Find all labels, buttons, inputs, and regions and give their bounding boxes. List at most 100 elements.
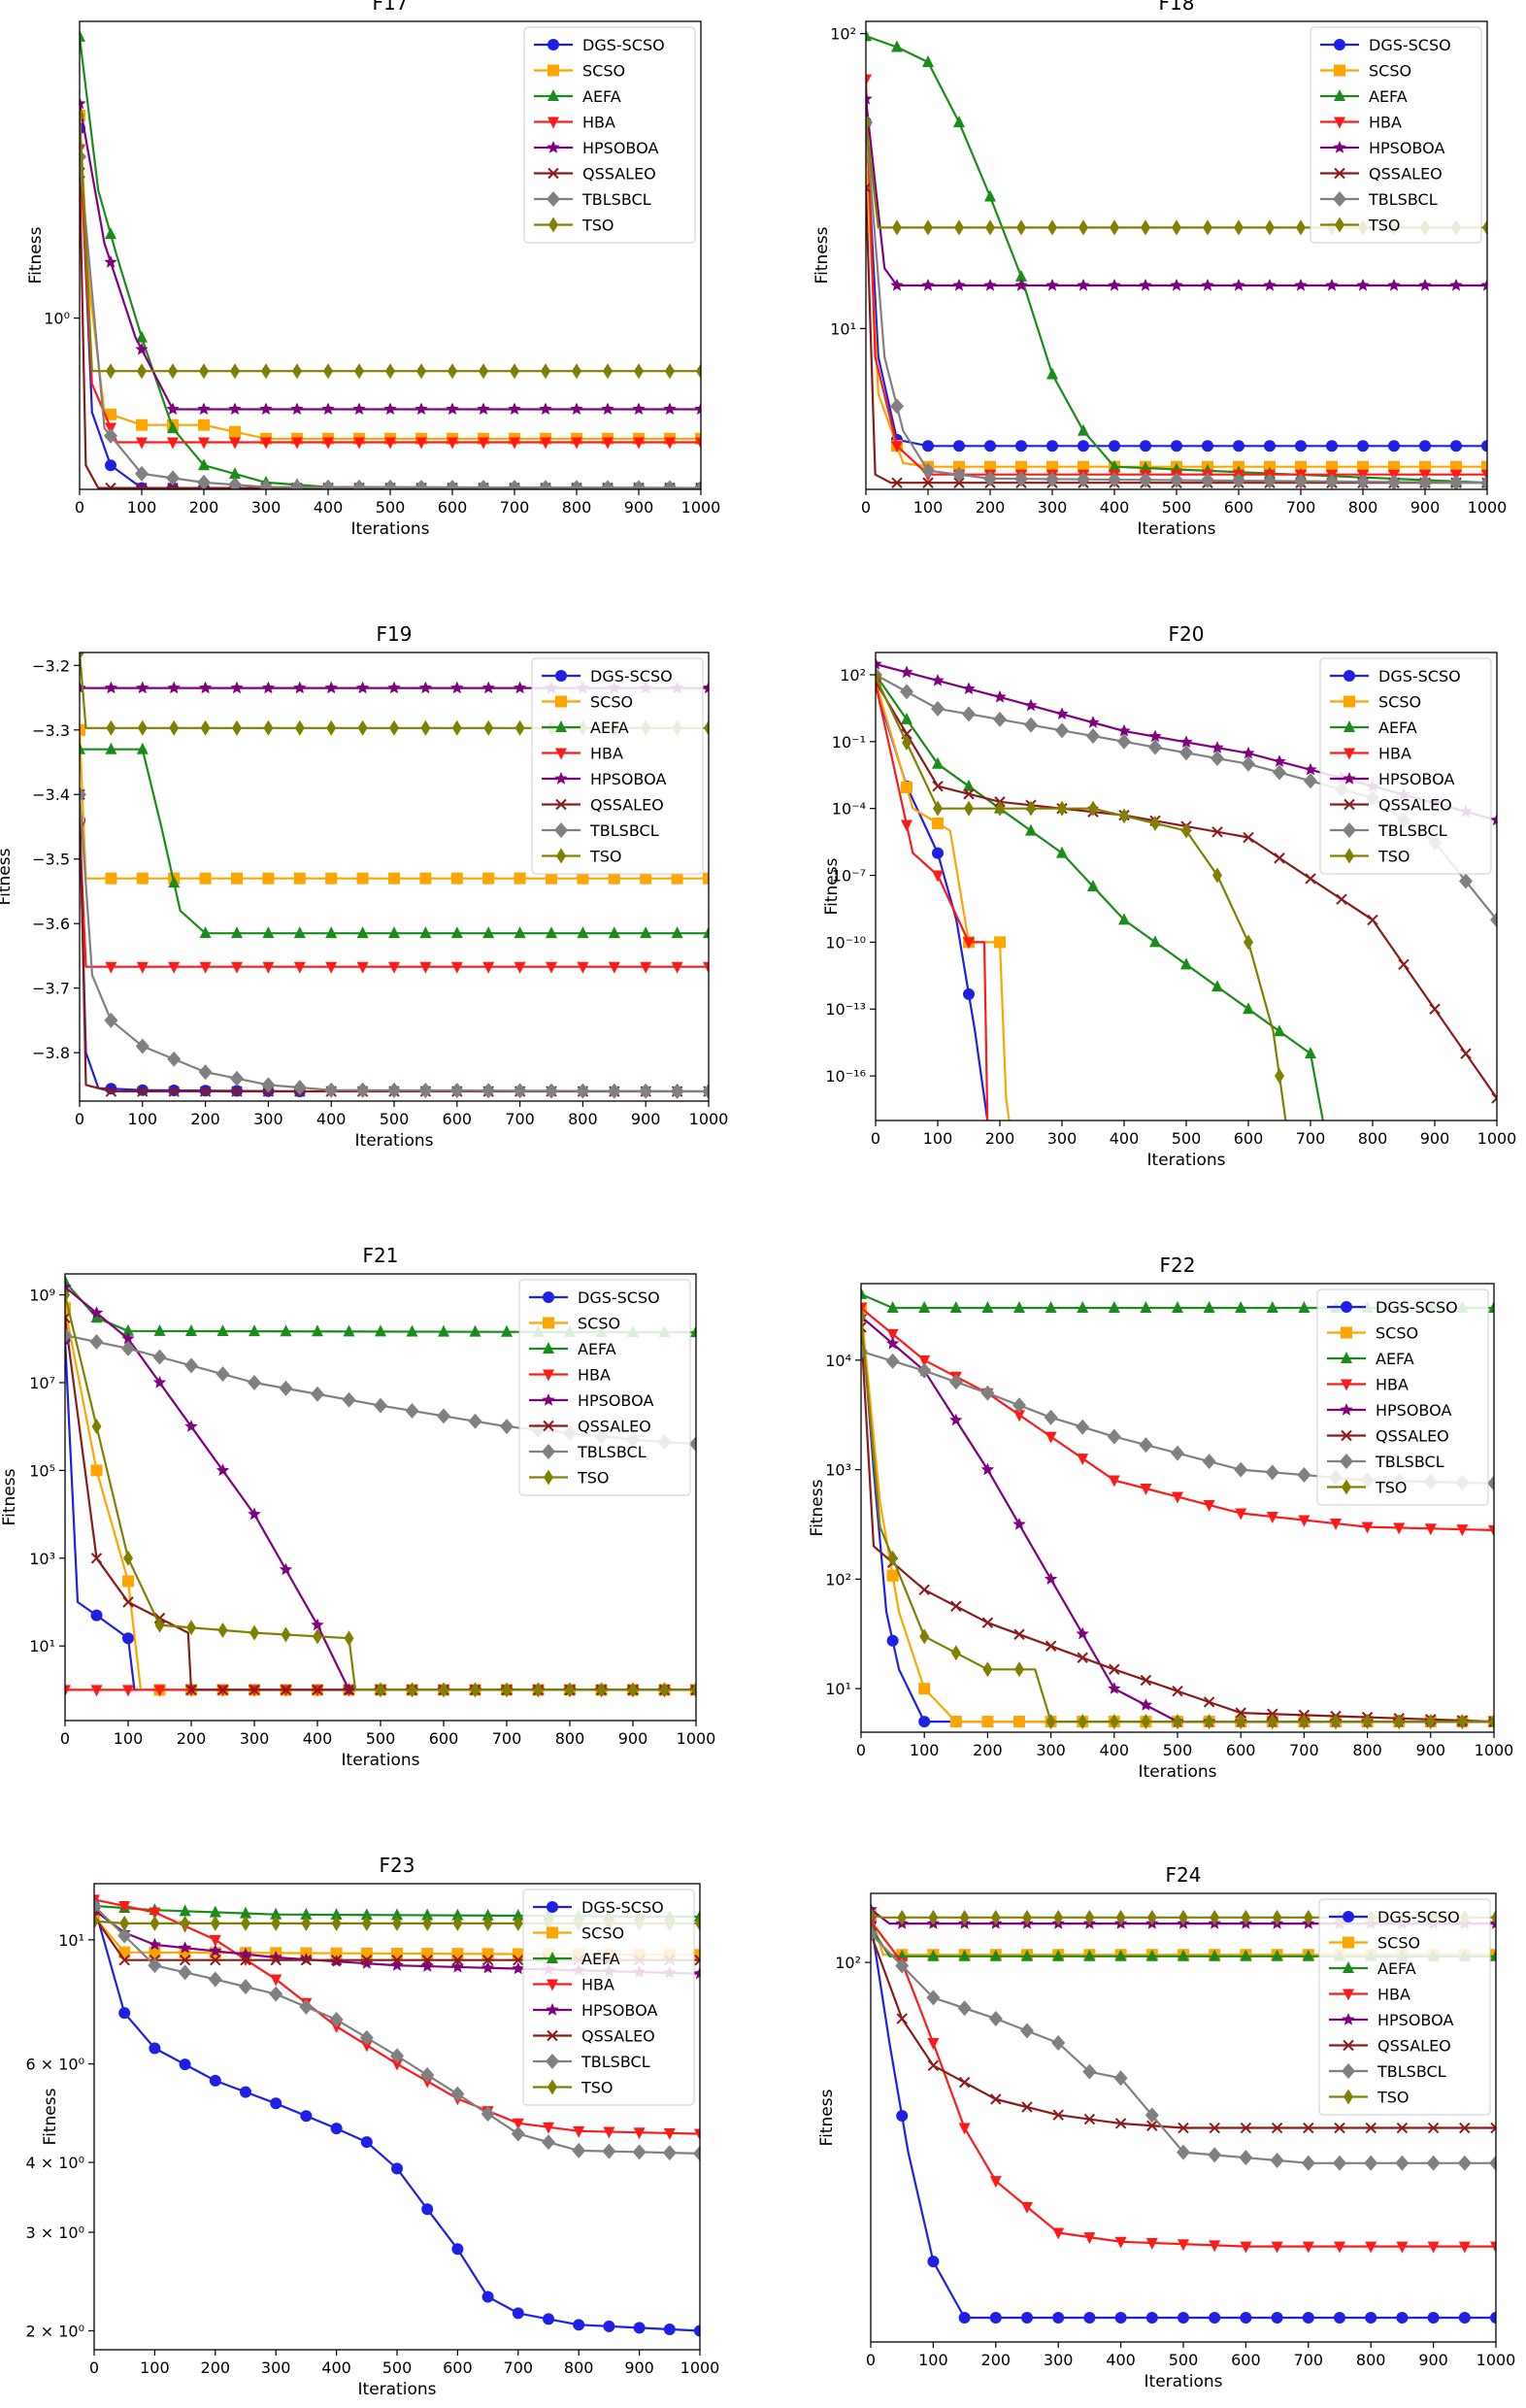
data-point-hba [260,437,272,450]
data-point-tblsbcl [900,684,913,700]
data-point-tblsbcl [1489,2155,1496,2171]
data-point-aefa [249,1324,260,1337]
data-point-aefa [1015,269,1027,282]
x-tick-label: 800 [555,1729,585,1748]
data-point-tblsbcl [446,480,459,489]
series-hba [80,144,701,450]
data-point-hpsoboa [450,681,464,694]
data-point-hba [209,1934,221,1947]
legend-item-qssaleo: QSSALEO [529,1418,651,1436]
legend-item-tso: TSO [1327,1479,1408,1497]
data-point-tso [119,1915,130,1931]
data-point-qssaleo [1203,1696,1215,1708]
legend-marker-hba [555,748,567,760]
data-point-dgs-scso [1481,440,1487,452]
data-point-hba [322,437,334,450]
legend-marker-scso [555,695,567,708]
data-point-tso [982,1661,993,1678]
data-point-scso [608,872,620,885]
data-point-hba [262,961,275,974]
data-point-tblsbcl [572,2142,586,2158]
data-point-hpsoboa [104,681,118,694]
data-point-hba [603,2126,615,2139]
data-point-aefa [608,926,620,939]
x-tick-label: 400 [1100,498,1130,517]
data-point-tblsbcl [148,1957,162,1974]
y-tick-label: 10² [830,25,856,44]
data-point-tso [241,1915,250,1931]
legend-label: QSSALEO [1377,2037,1451,2056]
data-point-hba [231,961,243,974]
legend-label: HPSOBOA [581,2001,657,2020]
data-point-hpsoboa [450,1959,465,1973]
data-point-aefa [469,1324,481,1337]
data-point-hpsoboa [921,279,935,291]
x-tick-label: 300 [251,498,282,517]
data-point-tso [541,363,550,380]
y-tick-label: 10⁻¹⁶ [825,1067,866,1086]
data-point-hpsoboa [632,402,646,416]
y-axis-label: Fitness [817,2089,837,2146]
data-point-hba [1021,2201,1033,2214]
data-point-tblsbcl [1387,474,1401,489]
x-tick-label: 800 [568,1110,598,1128]
data-point-qssaleo [421,1954,433,1966]
data-point-dgs-scso [1357,440,1369,452]
data-point-tblsbcl [1490,912,1497,928]
series-hba [861,1303,1494,1537]
data-point-dgs-scso [421,2203,434,2216]
data-point-hba [512,2118,524,2130]
legend-label: HPSOBOA [582,139,658,157]
data-point-tso [565,1682,575,1698]
data-point-aefa [501,1324,513,1337]
data-point-hpsoboa [890,279,904,291]
data-point-tso [232,719,242,736]
data-point-hpsoboa [269,1951,282,1963]
x-tick-label: 200 [190,1110,220,1128]
legend-label: SCSO [582,62,625,81]
data-point-tso [1014,1661,1024,1678]
chart-panel-f24: F24 0 100 200 300 400 500 600 700 800 900 1000 Itera… [817,1863,1515,2391]
data-point-qssaleo [1398,958,1410,971]
legend-item-dgs-scso: DGS-SCSO [1329,1908,1460,1926]
data-point-aefa [1240,1949,1252,1961]
data-point-scso [421,1948,434,1960]
legend-marker-hpsoboa [1343,772,1356,785]
legend-marker-qssaleo [1341,1429,1352,1442]
x-tick-label: 100 [114,1729,144,1748]
x-tick-label: 700 [504,2358,534,2377]
data-point-dgs-scso [1078,440,1089,452]
legend-label: QSSALEO [1376,1427,1449,1446]
data-point-tblsbcl [917,1362,932,1379]
legend-label: TBLSBCL [581,190,651,209]
data-point-tso [80,108,84,124]
data-point-tso [479,363,488,380]
data-point-aefa [963,779,975,791]
data-point-tblsbcl [1208,2147,1222,2163]
y-tick-label: 10² [825,1570,851,1589]
data-point-tso [452,1915,463,1931]
x-tick-label: 200 [189,498,219,517]
data-point-qssaleo [861,1321,867,1333]
data-point-tblsbcl [1201,472,1214,488]
legend-label: TSO [577,1469,610,1488]
legend-label: HPSOBOA [1369,139,1444,157]
legend-marker-aefa [1341,1352,1352,1363]
chart-title: F22 [1160,1254,1196,1277]
data-point-aefa [105,742,117,754]
x-tick-label: 100 [923,1129,953,1148]
data-point-qssaleo [65,1312,71,1323]
legend-item-hba: HBA [1329,1986,1410,2004]
legend-marker-scso [547,1926,558,1939]
legend-item-scso: SCSO [1330,693,1421,712]
y-tick-label: 3 × 10⁰ [25,2224,84,2242]
data-point-hba [918,1354,931,1367]
data-point-tblsbcl [607,1083,621,1099]
data-point-hpsoboa [390,1958,404,1971]
data-point-tblsbcl [921,462,935,479]
y-tick-label: 10⁹ [29,1287,55,1305]
legend-label: SCSO [578,1315,620,1333]
legend-box [531,657,704,875]
data-point-tblsbcl [1395,2155,1410,2171]
data-point-aefa [1298,1301,1310,1314]
